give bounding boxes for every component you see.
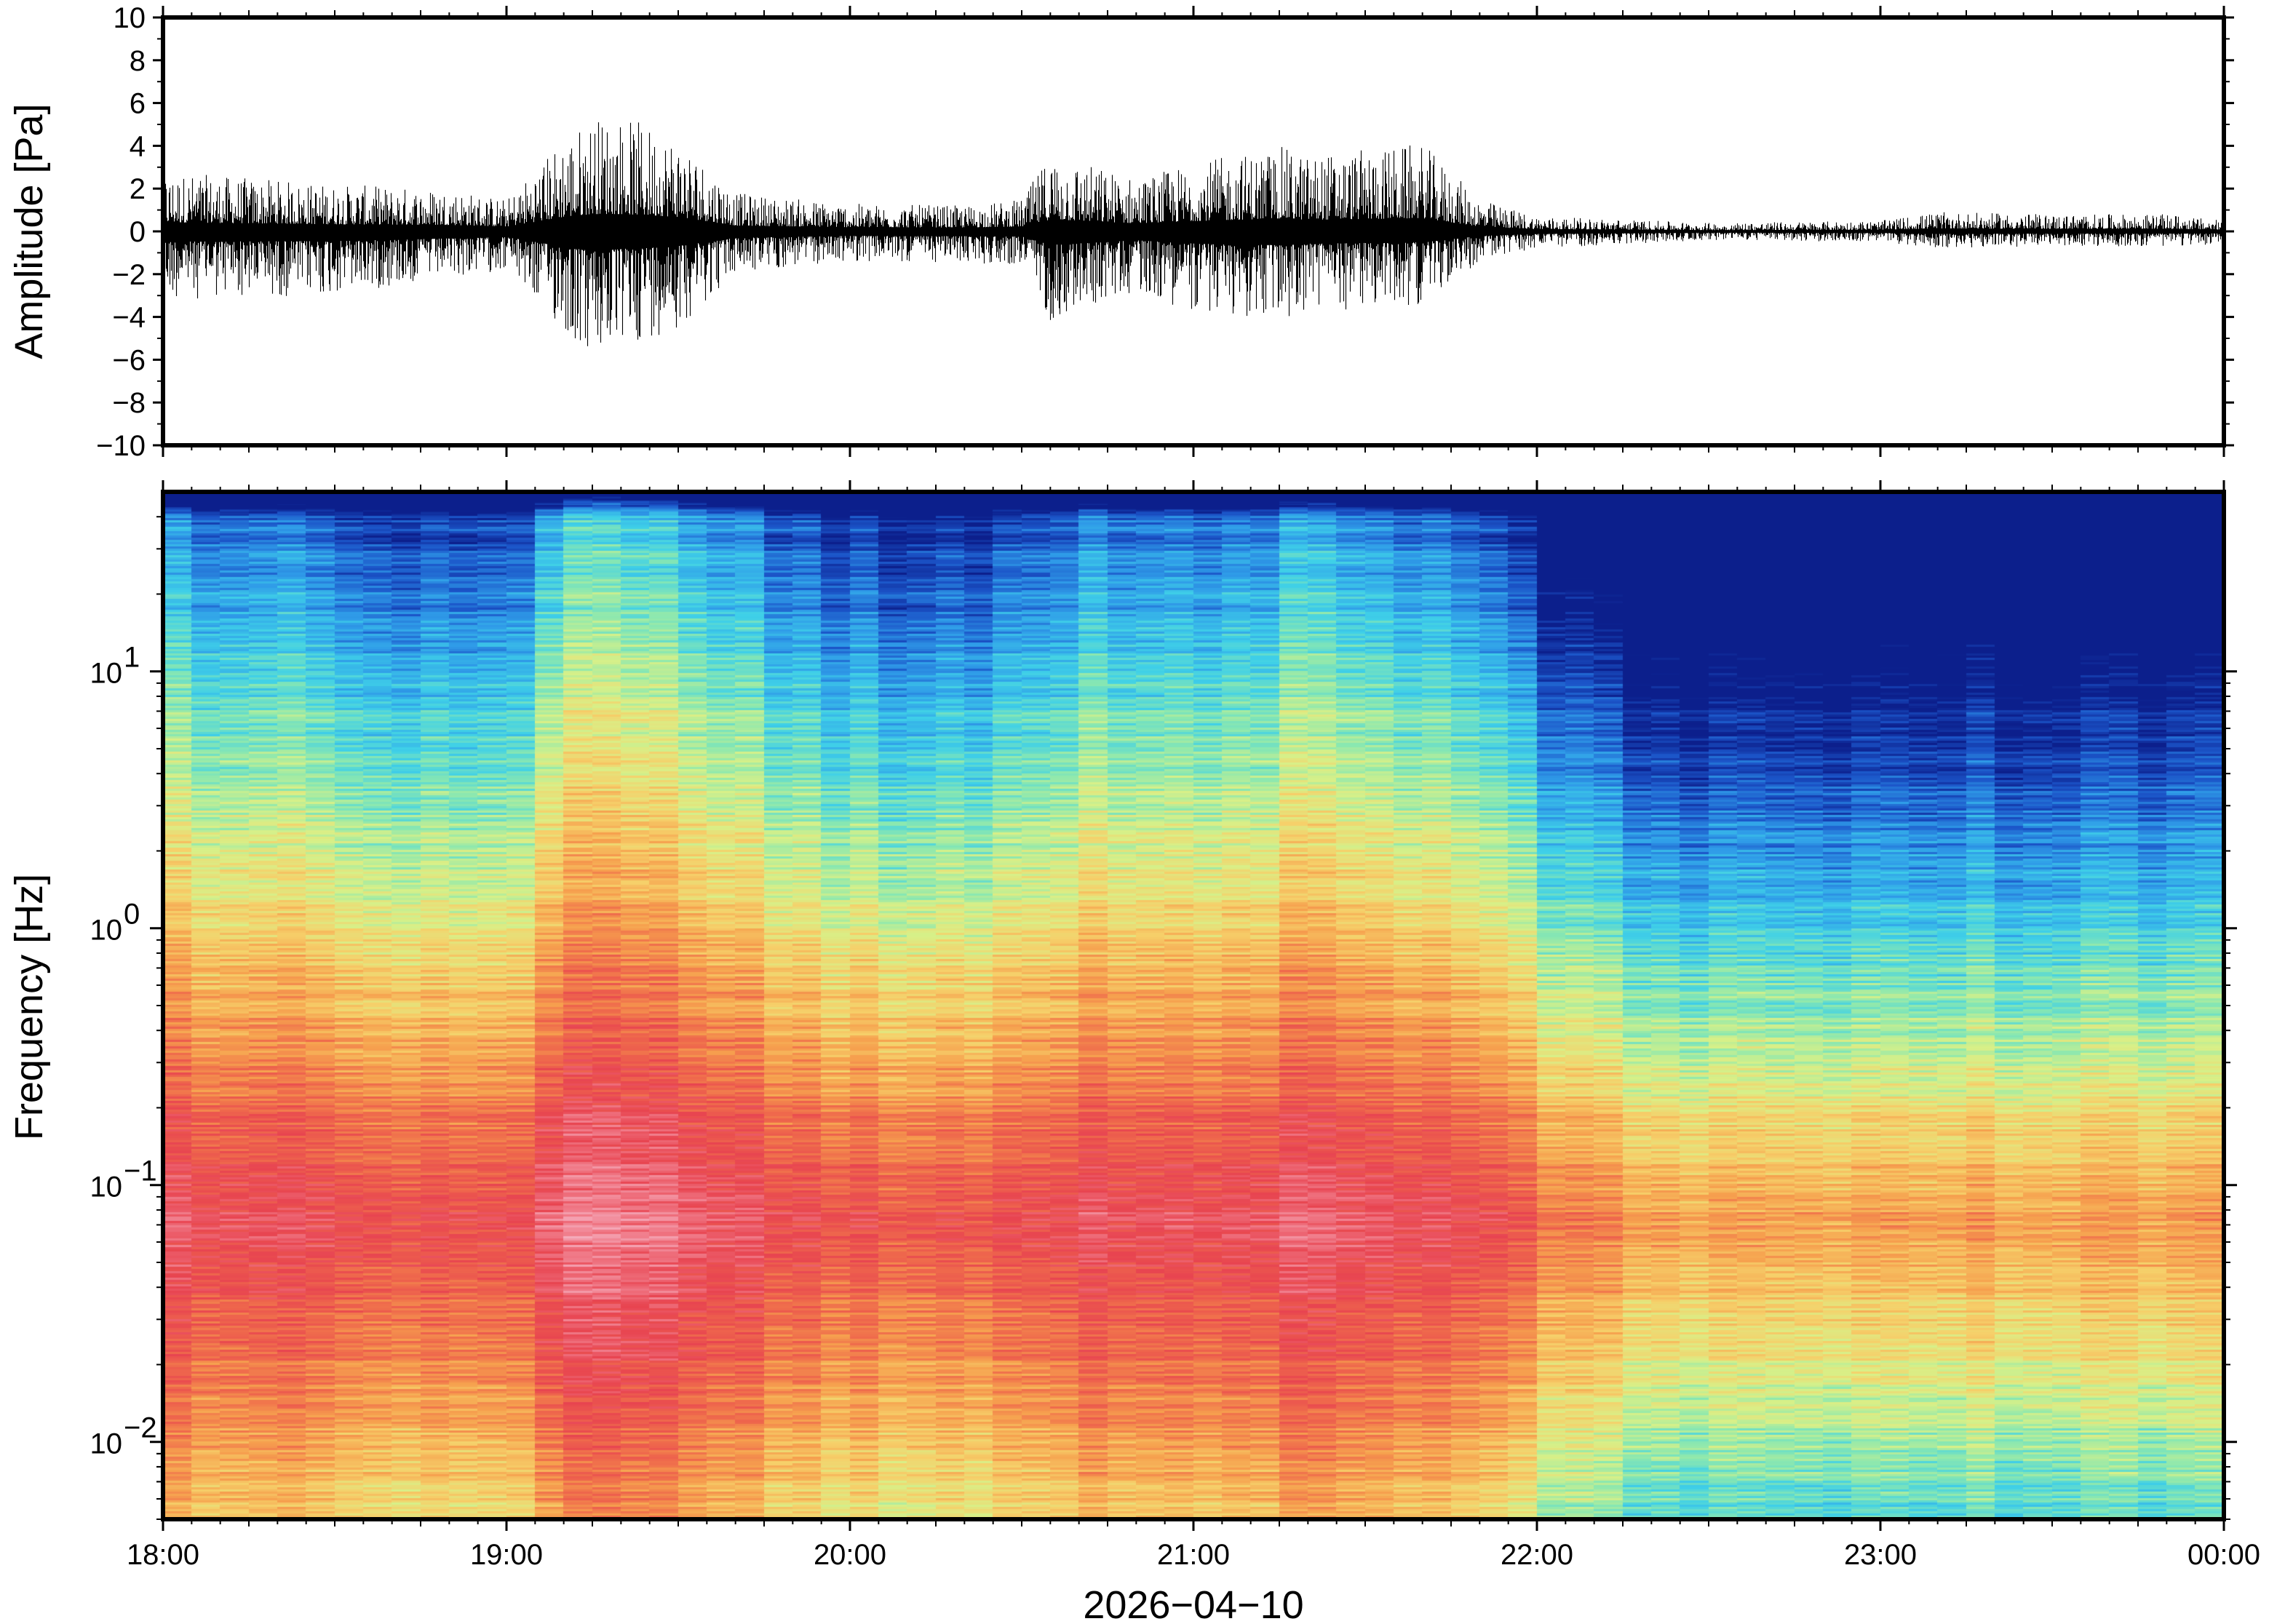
x-tick-label: 00:00 [2187,1539,2260,1571]
waveform-y-tick-label: 2 [130,173,146,205]
waveform-y-tick-label: −4 [112,302,146,334]
waveform-y-tick-label: −8 [112,387,146,419]
spectrogram-y-tick-label: 10 [90,658,123,690]
spectrogram-y-tick-exponent: −1 [124,1155,157,1187]
waveform-frame [161,15,2226,447]
spectrogram-y-tick-label: 10 [90,1171,123,1203]
spectrogram-y-tick-exponent: −2 [124,1412,157,1444]
x-tick-label: 20:00 [814,1539,886,1571]
spectrogram-y-axis-title: Frequency [Hz] [7,874,51,1140]
spectrogram-x-axis-title: 2026−04−10 [1083,1583,1303,1624]
waveform-y-tick-label: 0 [130,216,146,248]
waveform-y-tick-label: −6 [112,344,146,376]
spectrogram-image [163,492,2224,1519]
spectrogram-y-tick-label: 10 [90,1428,123,1460]
x-tick-label: 22:00 [1501,1539,1573,1571]
x-tick-label: 19:00 [470,1539,543,1571]
waveform-y-tick-label: −10 [96,430,146,462]
waveform-y-tick-label: 8 [130,45,146,77]
spectrogram-heatmap [163,492,2224,1519]
x-tick-label: 21:00 [1157,1539,1230,1571]
waveform-y-ticks: 10 8 6 4 2 0 −2 −4 −6 −8 −10 [96,2,2234,462]
spectrogram-y-tick-exponent: 0 [124,899,140,931]
x-tick-label: 23:00 [1844,1539,1917,1571]
spectrogram-y-tick-exponent: 1 [124,642,140,674]
waveform-y-axis-title: Amplitude [Pa] [7,103,51,359]
waveform-y-tick-label: −2 [112,259,146,291]
spectrogram-y-tick-label: 10 [90,915,123,947]
x-tick-label: 18:00 [127,1539,199,1571]
waveform-y-tick-label: 10 [114,2,146,34]
spectrogram-frame [161,490,2226,1521]
waveform-y-tick-label: 6 [130,88,146,120]
waveform-panel: 10 8 6 4 2 0 −2 −4 −6 −8 −10 Amplitude [Pa] [7,2,2234,462]
waveform-y-tick-label: 4 [130,130,146,162]
